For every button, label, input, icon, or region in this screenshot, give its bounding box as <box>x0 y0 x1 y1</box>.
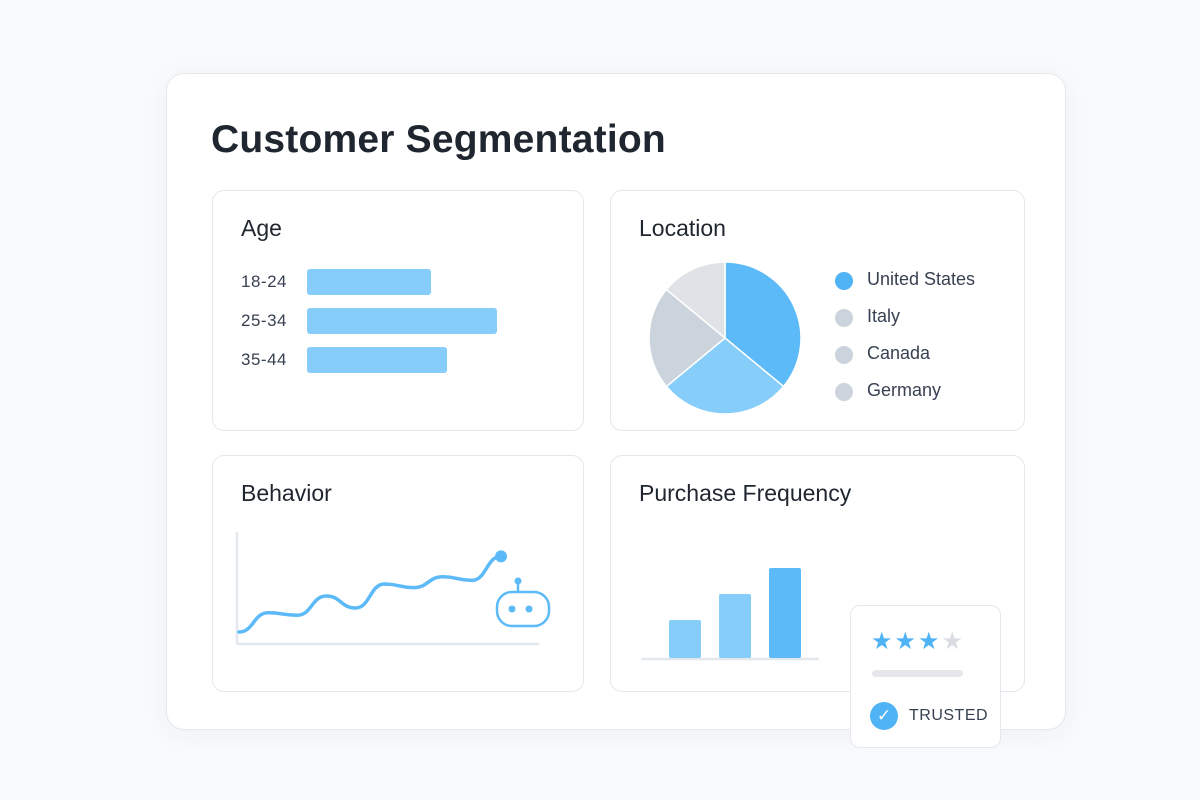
star-icon: ★ <box>918 628 940 655</box>
segmentation-card: Customer Segmentation Age 18-24 25-34 35… <box>166 73 1066 748</box>
pf-bar <box>669 620 701 658</box>
pie-slice <box>648 288 727 388</box>
legend-dot <box>835 383 853 401</box>
legend-dot <box>835 272 853 290</box>
legend-label: Canada <box>867 343 931 363</box>
age-row: 35-44 <box>241 347 541 373</box>
legend-label: Germany <box>867 380 942 400</box>
age-label: 25-34 <box>241 311 287 330</box>
legend-dot <box>835 346 853 364</box>
age-label: 35-44 <box>241 350 287 369</box>
check-circle-icon: ✓ <box>870 702 898 730</box>
behavior-line <box>237 554 503 634</box>
age-title: Age <box>241 215 282 241</box>
purchase-frequency-bar-chart <box>641 568 819 661</box>
legend-label: United States <box>867 269 976 289</box>
location-pie-chart <box>648 261 802 415</box>
legend-dot <box>835 309 853 327</box>
trust-badge-card: ★★★★ ✓ TRUSTED <box>850 605 1001 748</box>
star-icon: ★ <box>894 628 917 655</box>
age-row: 18-24 <box>241 269 541 295</box>
behavior-title: Behavior <box>241 480 332 506</box>
location-title: Location <box>639 215 726 241</box>
behavior-panel: Behavior <box>212 455 584 692</box>
age-bar <box>307 269 431 295</box>
robot-icon <box>495 577 551 628</box>
trusted-label: TRUSTED <box>909 707 989 724</box>
location-panel: Location United States Italy Canada Germ… <box>610 190 1025 431</box>
behavior-line-chart <box>235 532 539 646</box>
pie-slice <box>665 261 726 340</box>
pf-bar <box>719 594 751 658</box>
age-row: 25-34 <box>241 308 541 334</box>
age-label: 18-24 <box>241 272 287 291</box>
star-icon: ★ <box>871 628 893 655</box>
pie-slice <box>665 337 785 415</box>
pf-bar <box>769 568 801 658</box>
star-icon: ★ <box>941 628 964 655</box>
page-title: Customer Segmentation <box>211 118 666 161</box>
line-end-point <box>495 550 507 563</box>
purchase-frequency-title: Purchase Frequency <box>639 480 852 506</box>
placeholder-line <box>872 670 963 677</box>
age-bar <box>307 308 497 334</box>
purchase-frequency-panel: Purchase Frequency ★★★★ ✓ TRUSTED <box>610 455 1025 748</box>
rating-stars: ★★★★ <box>871 630 965 654</box>
age-panel: Age 18-24 25-34 35-44 <box>212 190 584 431</box>
age-bar <box>307 347 447 373</box>
legend-label: Italy <box>867 306 901 326</box>
pie-slice <box>724 261 802 388</box>
